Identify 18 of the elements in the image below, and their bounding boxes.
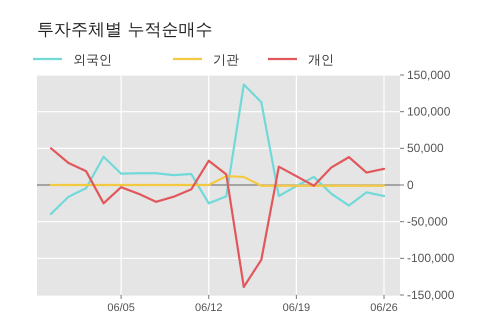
legend-label: 기관 xyxy=(213,53,239,68)
legend-label: 개인 xyxy=(308,53,334,68)
y-tick-label: -100,000 xyxy=(407,251,455,266)
line-series xyxy=(50,83,386,216)
line-series xyxy=(50,175,386,187)
line-series xyxy=(50,147,386,288)
y-tick-label: 100,000 xyxy=(407,104,451,119)
x-tick-label: 06/26 xyxy=(370,302,398,314)
y-tick-label: 50,000 xyxy=(407,141,444,156)
y-tick-label: -50,000 xyxy=(407,214,448,229)
legend-label: 외국인 xyxy=(73,53,112,68)
chart-title: 투자주체별 누적순매수 xyxy=(37,20,212,40)
y-tick-label: 0 xyxy=(407,178,414,192)
x-tick-label: 06/05 xyxy=(107,302,135,314)
y-tick-label: -150,000 xyxy=(407,288,455,302)
y-tick-label: 150,000 xyxy=(407,68,451,82)
x-tick-label: 06/12 xyxy=(194,302,222,314)
x-tick-label: 06/19 xyxy=(282,302,310,314)
